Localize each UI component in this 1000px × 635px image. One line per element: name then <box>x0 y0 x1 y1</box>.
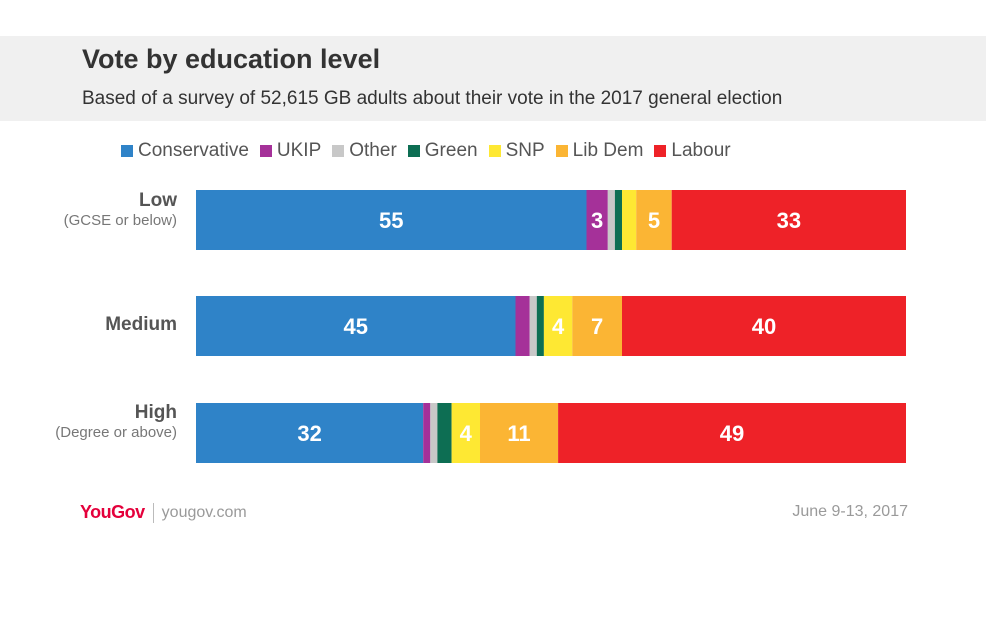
legend-swatch <box>332 145 345 157</box>
bar-segment-lib-dem <box>572 296 622 356</box>
row-label-main: Low <box>139 190 177 211</box>
row-label-sub: (GCSE or below) <box>63 211 177 229</box>
footer-branding: YouGov yougov.com <box>80 502 247 523</box>
data-label: 3 <box>591 208 603 233</box>
footer-divider <box>152 502 154 523</box>
bar-segment-green <box>437 403 452 463</box>
legend-label: UKIP <box>276 140 322 161</box>
legend-label: Conservative <box>138 140 249 161</box>
legend-swatch <box>555 145 568 157</box>
legend-label: Other <box>349 140 397 161</box>
legend-swatch <box>488 145 501 157</box>
row-label-high: High (Degree or above) <box>40 402 177 441</box>
row-label-medium: Medium <box>40 314 177 336</box>
bar-segment-lib-dem <box>480 403 559 463</box>
legend-label: Labour <box>671 140 731 161</box>
footer-site: yougov.com <box>161 503 247 521</box>
data-label: 40 <box>752 314 776 339</box>
bar-segment-labour <box>558 403 906 463</box>
data-label: 45 <box>344 314 368 339</box>
bar-segment-conservative <box>196 296 516 356</box>
legend-swatch <box>407 145 420 157</box>
legend-item: UKIP <box>259 140 322 162</box>
survey-date: June 9-13, 2017 <box>792 503 908 520</box>
bar-segment-green <box>614 190 622 250</box>
bar-segment-green <box>536 296 544 356</box>
row-label-main: High <box>134 402 177 423</box>
data-label: 33 <box>777 208 801 233</box>
legend-label: SNP <box>505 140 545 161</box>
bar-segment-snp <box>451 403 480 463</box>
legend-swatch <box>121 145 133 157</box>
legend-item: Conservative <box>121 140 249 162</box>
bar-segment-other <box>529 296 537 356</box>
legend-swatch <box>259 145 272 157</box>
bar-segment-lib-dem <box>636 190 672 250</box>
chart-title: Vote by education level <box>82 44 381 74</box>
legend-swatch <box>654 145 667 157</box>
bar-segment-conservative <box>196 403 424 463</box>
bar-segment-snp <box>543 296 573 356</box>
legend-item: Other <box>332 140 397 162</box>
bar-segment-ukip <box>515 296 530 356</box>
legend-item: Lib Dem <box>555 140 644 162</box>
data-label: 49 <box>720 421 744 446</box>
bar-segment-conservative <box>196 190 587 250</box>
data-label: 7 <box>591 314 603 339</box>
row-label-sub: (Degree or above) <box>55 423 177 441</box>
chart-subtitle: Based of a survey of 52,615 GB adults ab… <box>82 88 783 109</box>
data-label: 4 <box>460 421 473 446</box>
bar-segment-snp <box>622 190 637 250</box>
legend-label: Green <box>424 140 478 161</box>
data-label: 11 <box>507 421 530 446</box>
data-label: 5 <box>648 208 660 233</box>
bar-segment-other <box>430 403 438 463</box>
legend: Conservative UKIP Other Green SNP Lib Dem Labo… <box>121 138 742 164</box>
yougov-logo: YouGov <box>80 502 145 522</box>
bar-segment-labour <box>622 296 906 356</box>
legend-label: Lib Dem <box>572 140 644 161</box>
row-label-main: Medium <box>105 314 177 335</box>
legend-item: Green <box>407 140 478 162</box>
header-band <box>0 36 986 121</box>
data-label: 55 <box>379 208 403 233</box>
data-label: 4 <box>552 314 565 339</box>
legend-item: SNP <box>488 140 545 162</box>
bar-segment-ukip <box>423 403 431 463</box>
data-label: 32 <box>297 421 321 446</box>
bar-segment-labour <box>671 190 906 250</box>
bar-segment-other <box>607 190 615 250</box>
row-label-low: Low (GCSE or below) <box>40 190 177 229</box>
bar-segment-ukip <box>586 190 608 250</box>
legend-item: Labour <box>654 140 731 162</box>
